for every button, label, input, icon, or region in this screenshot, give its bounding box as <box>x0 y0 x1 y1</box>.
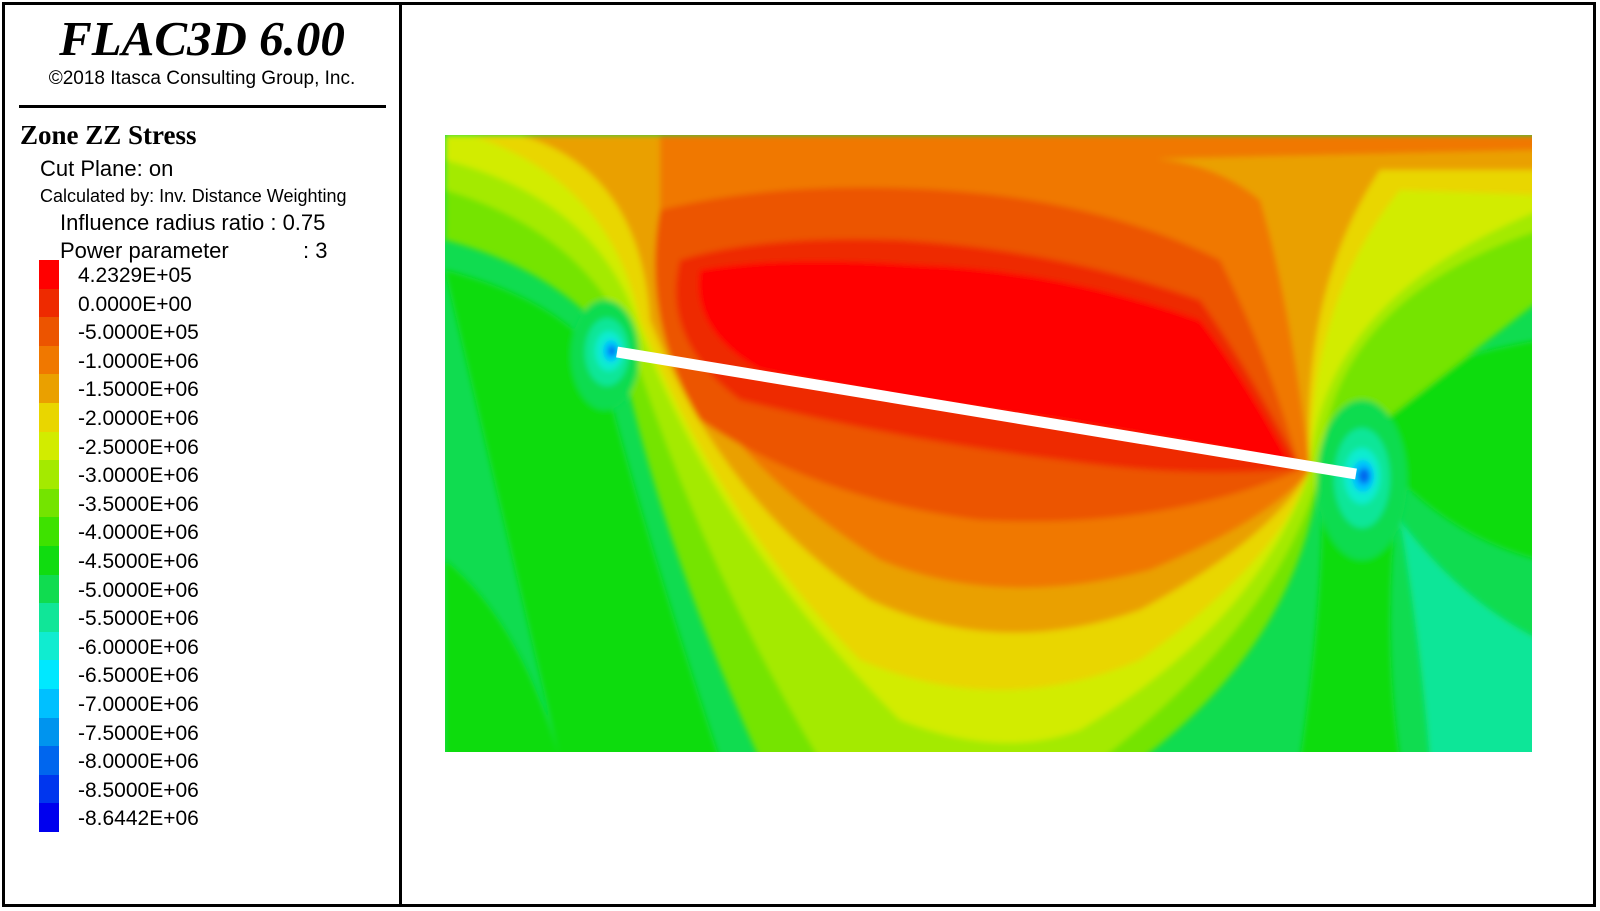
colorbar-level-label: -3.0000E+06 <box>78 464 199 488</box>
colorbar-swatch <box>39 803 59 832</box>
calculated-by-info: Calculated by: Inv. Distance Weighting <box>40 186 347 206</box>
colorbar-level-label: -5.0000E+05 <box>78 321 199 345</box>
colorbar-swatch <box>39 488 59 518</box>
colorbar-level-label: -5.5000E+06 <box>78 607 199 631</box>
colorbar-level-label: -4.5000E+06 <box>78 549 199 573</box>
colorbar-swatch <box>39 631 59 661</box>
app-title: FLAC3D 6.00 <box>59 11 345 66</box>
colorbar-swatch <box>39 317 59 346</box>
colorbar-level-label: 4.2329E+05 <box>78 264 192 287</box>
colorbar-level-label: -6.0000E+06 <box>78 635 199 659</box>
colorbar-swatch <box>39 402 59 432</box>
colorbar-swatch <box>39 603 59 632</box>
colorbar-level-label: -2.0000E+06 <box>78 406 199 430</box>
contour-band <box>445 270 718 752</box>
colorbar-level-label: -5.0000E+06 <box>78 578 199 602</box>
colorbar-swatch <box>39 517 59 546</box>
influence-radius-info: Influence radius ratio : 0.75 <box>60 210 326 235</box>
legend-divider <box>399 2 402 907</box>
colorbar-level-label: -8.0000E+06 <box>78 750 199 774</box>
colorbar-level-label: -8.5000E+06 <box>78 778 199 802</box>
power-parameter-value: : 3 <box>303 238 328 263</box>
stress-contour-field <box>445 135 1532 752</box>
interface-feature-line <box>616 346 1357 480</box>
contour-band <box>1400 520 1532 752</box>
colorbar-level-label: 0.0000E+00 <box>78 292 192 316</box>
colorbar-swatch <box>39 345 59 375</box>
colorbar-swatch <box>39 574 59 604</box>
colorbar-level-label: -7.0000E+06 <box>78 692 199 716</box>
power-parameter-info: Power parameter : 3 <box>60 237 327 265</box>
colorbar-swatch <box>39 260 59 289</box>
colorbar-swatch <box>39 374 59 403</box>
colorbar-swatch <box>39 774 59 804</box>
colorbar-swatch <box>39 545 59 575</box>
colorbar-swatch <box>39 431 59 461</box>
contour-band <box>698 261 1290 462</box>
colorbar-level-label: -3.5000E+06 <box>78 492 199 516</box>
colorbar-level-label: -7.5000E+06 <box>78 721 199 745</box>
power-parameter-label: Power parameter <box>60 238 229 263</box>
colorbar-level-label: -6.5000E+06 <box>78 664 199 688</box>
contour-band-group <box>445 135 1532 752</box>
stress-concentration-blob <box>1358 468 1370 484</box>
colorbar-swatch <box>39 660 59 689</box>
colorbar-level-label: -1.0000E+06 <box>78 349 199 373</box>
colorbar-swatch <box>39 746 59 775</box>
copyright-text: ©2018 Itasca Consulting Group, Inc. <box>48 68 356 89</box>
colorbar-swatch <box>39 717 59 747</box>
cut-plane-info: Cut Plane: on <box>40 156 174 181</box>
plot-title: Zone ZZ Stress <box>20 120 197 150</box>
stress-concentration-blob <box>608 346 616 356</box>
colorbar-swatch <box>39 288 59 318</box>
title-rule <box>19 105 386 108</box>
colorbar-swatch <box>39 460 59 489</box>
colorbar-level-label: -1.5000E+06 <box>78 378 199 402</box>
legend-panel: FLAC3D 6.00 ©2018 Itasca Consulting Grou… <box>5 5 399 905</box>
colorbar-level-label: -8.6442E+06 <box>78 807 199 831</box>
colorbar-level-label: -2.5000E+06 <box>78 435 199 459</box>
colorbar-swatch <box>39 688 59 718</box>
contour-colorbar <box>39 260 59 832</box>
colorbar-level-label: -4.0000E+06 <box>78 521 199 545</box>
contour-level-labels: 4.2329E+05 0.0000E+00 -5.0000E+05 -1.0000E+… <box>78 262 199 834</box>
